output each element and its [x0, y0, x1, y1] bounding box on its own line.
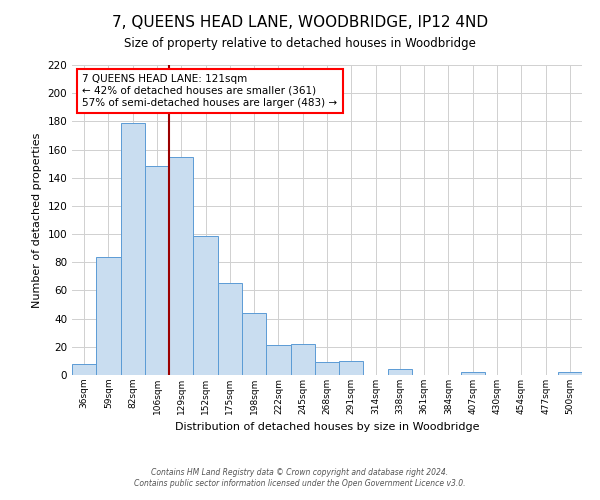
- Bar: [218, 284, 242, 375]
- X-axis label: Distribution of detached houses by size in Woodbridge: Distribution of detached houses by size …: [175, 422, 479, 432]
- Bar: [266, 346, 290, 375]
- Bar: [290, 344, 315, 375]
- Bar: [315, 362, 339, 375]
- Bar: [145, 166, 169, 375]
- Text: 7 QUEENS HEAD LANE: 121sqm
← 42% of detached houses are smaller (361)
57% of sem: 7 QUEENS HEAD LANE: 121sqm ← 42% of deta…: [82, 74, 337, 108]
- Bar: [339, 361, 364, 375]
- Bar: [72, 364, 96, 375]
- Bar: [169, 156, 193, 375]
- Bar: [461, 372, 485, 375]
- Text: Size of property relative to detached houses in Woodbridge: Size of property relative to detached ho…: [124, 38, 476, 51]
- Y-axis label: Number of detached properties: Number of detached properties: [32, 132, 42, 308]
- Bar: [193, 236, 218, 375]
- Bar: [242, 313, 266, 375]
- Bar: [121, 123, 145, 375]
- Text: Contains HM Land Registry data © Crown copyright and database right 2024.
Contai: Contains HM Land Registry data © Crown c…: [134, 468, 466, 487]
- Bar: [388, 370, 412, 375]
- Bar: [558, 372, 582, 375]
- Bar: [96, 256, 121, 375]
- Text: 7, QUEENS HEAD LANE, WOODBRIDGE, IP12 4ND: 7, QUEENS HEAD LANE, WOODBRIDGE, IP12 4N…: [112, 15, 488, 30]
